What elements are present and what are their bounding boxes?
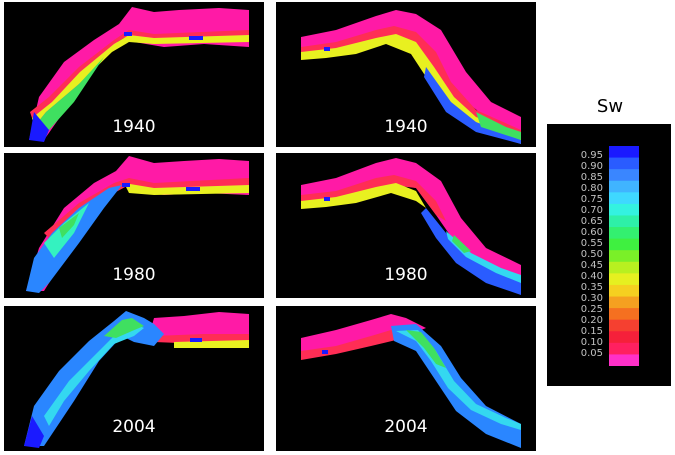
cross-section-right-1940 bbox=[301, 10, 521, 144]
legend-swatch bbox=[609, 261, 639, 274]
cross-section-right-1980 bbox=[301, 158, 521, 295]
legend-label: 0.05 bbox=[580, 348, 603, 359]
legend-label: 0.60 bbox=[580, 227, 603, 238]
legend-label: 0.70 bbox=[580, 205, 603, 216]
legend-label: 0.25 bbox=[580, 304, 603, 315]
legend-label: 0.20 bbox=[580, 315, 603, 326]
legend-label: 0.45 bbox=[580, 260, 603, 271]
legend-title: Sw bbox=[596, 96, 624, 117]
year-label: 1940 bbox=[384, 117, 428, 137]
cross-section-left-1980 bbox=[26, 156, 249, 293]
legend-swatch bbox=[609, 238, 639, 251]
legend-swatch bbox=[609, 342, 639, 355]
legend-label: 0.80 bbox=[580, 183, 603, 194]
legend-swatch bbox=[609, 157, 639, 170]
legend-swatch bbox=[609, 192, 639, 205]
legend-swatch bbox=[609, 331, 639, 344]
legend-label: 0.15 bbox=[580, 326, 603, 337]
panel-right-2004: 2004 bbox=[276, 306, 536, 451]
legend-swatch bbox=[609, 273, 639, 286]
year-label: 2004 bbox=[384, 417, 428, 437]
legend-swatch bbox=[609, 284, 639, 298]
legend-label: 0.50 bbox=[580, 249, 603, 260]
legend-label: 0.40 bbox=[580, 271, 603, 282]
panel-left-1980: 1980 bbox=[4, 153, 264, 298]
year-label: 1980 bbox=[112, 265, 156, 285]
legend-label: 0.90 bbox=[580, 161, 603, 172]
legend-label: 0.55 bbox=[580, 238, 603, 249]
legend-label: 0.65 bbox=[580, 216, 603, 227]
legend-label: 0.30 bbox=[580, 293, 603, 304]
legend-swatch bbox=[609, 250, 639, 263]
legend-label: 0.95 bbox=[580, 150, 603, 161]
legend-swatch bbox=[609, 227, 639, 240]
legend-label: 0.75 bbox=[580, 194, 603, 205]
legend-label: 0.10 bbox=[580, 337, 603, 348]
panel-right-1980: 1980 bbox=[276, 153, 536, 298]
legend-swatch bbox=[609, 146, 639, 159]
legend-swatch bbox=[609, 296, 639, 309]
color-scale-bar bbox=[609, 146, 639, 366]
panel-left-1940: 1940 bbox=[4, 2, 264, 147]
legend-swatch bbox=[609, 203, 639, 216]
legend-swatch bbox=[609, 319, 639, 332]
year-label: 2004 bbox=[112, 417, 156, 437]
year-label: 1980 bbox=[384, 265, 428, 285]
legend-swatch bbox=[609, 215, 639, 228]
legend-label: 0.35 bbox=[580, 282, 603, 293]
cross-section-right-2004 bbox=[301, 314, 521, 448]
legend-label: 0.85 bbox=[580, 172, 603, 183]
panel-right-1940: 1940 bbox=[276, 2, 536, 147]
legend-swatch bbox=[609, 308, 639, 321]
legend-swatch bbox=[609, 180, 639, 193]
panel-left-2004: 2004 bbox=[4, 306, 264, 451]
legend-swatch bbox=[609, 354, 639, 366]
cross-section-left-2004 bbox=[24, 311, 249, 448]
legend-swatch bbox=[609, 169, 639, 182]
legend-labels: 0.95 0.90 0.85 0.80 0.75 0.70 0.65 0.60 0.55 0.50… bbox=[553, 150, 603, 359]
year-label: 1940 bbox=[112, 117, 156, 137]
cross-section-left-1940 bbox=[29, 7, 249, 142]
